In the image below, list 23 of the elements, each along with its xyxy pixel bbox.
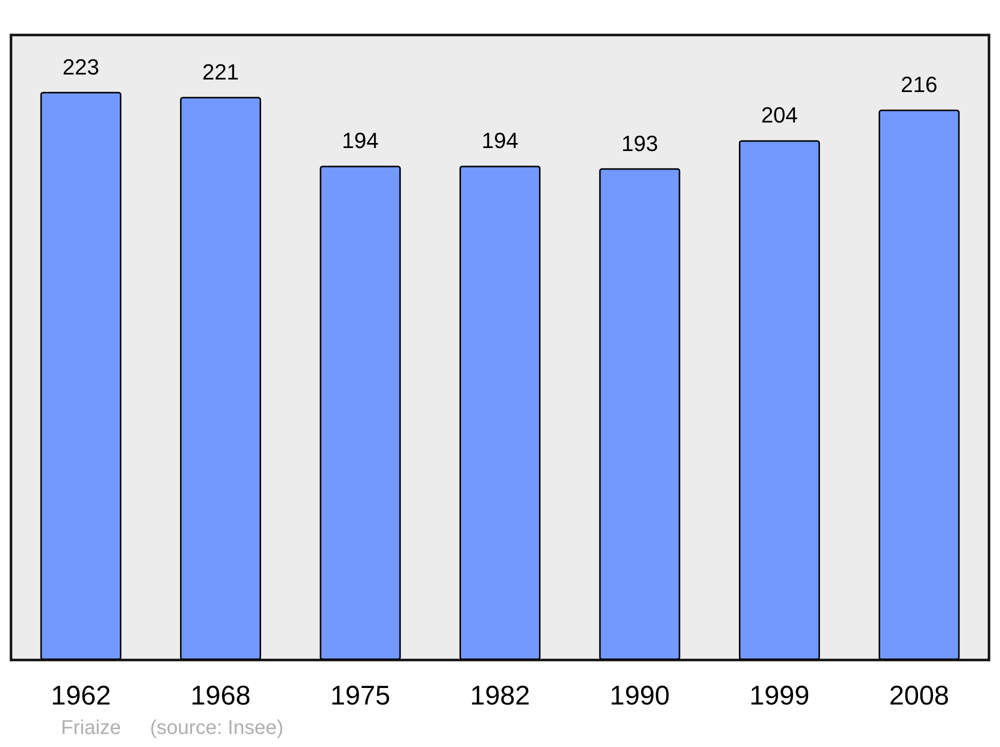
bar <box>738 140 820 660</box>
bar <box>180 96 262 660</box>
data-label: 194 <box>342 128 379 154</box>
bar <box>599 168 680 660</box>
text: (source: Insee) <box>150 717 284 739</box>
x-tick-label: 1982 <box>470 680 530 710</box>
x-tick-label: 2008 <box>889 680 950 710</box>
x-tick-label: 1999 <box>749 680 810 710</box>
data-label: 223 <box>62 54 100 80</box>
text: Friaize <box>61 717 122 739</box>
x-tick-label: 1975 <box>330 680 390 710</box>
x-tick-label: 1968 <box>190 680 251 710</box>
data-label: 193 <box>621 130 658 156</box>
data-label: 216 <box>900 72 938 98</box>
bar <box>878 110 960 660</box>
x-tick-label: 1990 <box>610 680 670 710</box>
data-label: 204 <box>761 102 798 128</box>
x-tick-label: 1962 <box>50 680 111 710</box>
bar <box>459 166 541 660</box>
data-label: 194 <box>482 128 518 154</box>
bar <box>320 166 401 660</box>
bar <box>40 92 122 660</box>
data-label: 221 <box>202 59 239 84</box>
